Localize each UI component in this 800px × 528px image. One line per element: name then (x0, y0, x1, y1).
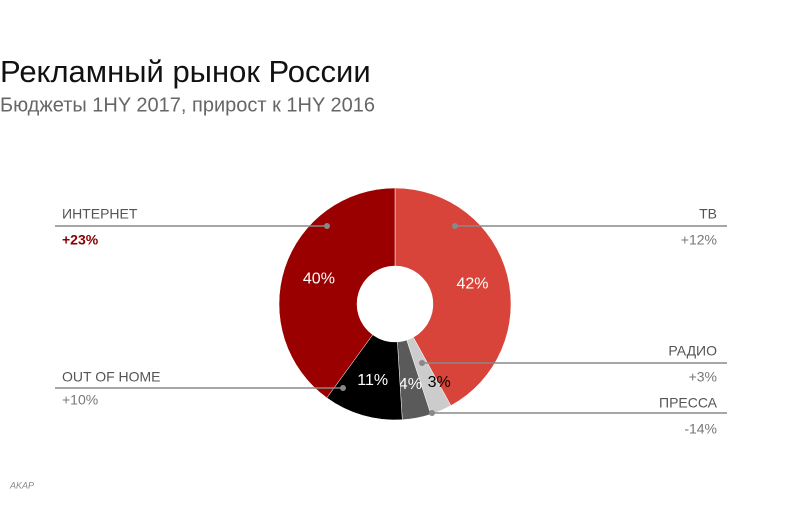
leader-dot (429, 410, 435, 416)
leader-dot (419, 360, 425, 366)
slice-label: 40% (303, 270, 335, 287)
growth-label: +10% (62, 392, 98, 408)
growth-label: -14% (684, 421, 717, 437)
growth-label: +12% (681, 232, 717, 248)
slice-label: 4% (399, 376, 422, 393)
legend-label: ПРЕССА (659, 395, 718, 411)
legend-label: OUT OF HOME (62, 369, 161, 385)
slice-label: 3% (428, 374, 451, 391)
pie-slice (278, 187, 396, 399)
chart-subtitle: Бюджеты 1HY 2017, прирост к 1HY 2016 (0, 94, 375, 116)
chart-title: Рекламный рынок России (0, 54, 371, 89)
slice-label: 11% (357, 372, 388, 389)
leader-dot (340, 385, 346, 391)
legend-label: ТВ (699, 206, 717, 222)
growth-label: +23% (62, 232, 99, 248)
slice-label: 42% (456, 275, 488, 292)
legend-label: РАДИО (668, 343, 717, 359)
legend-label: ИНТЕРНЕТ (62, 206, 138, 222)
leader-dot (452, 223, 458, 229)
leader-dot (324, 223, 330, 229)
pie-slice (394, 187, 512, 406)
growth-label: +3% (689, 369, 717, 385)
source: AKAP (9, 480, 34, 490)
